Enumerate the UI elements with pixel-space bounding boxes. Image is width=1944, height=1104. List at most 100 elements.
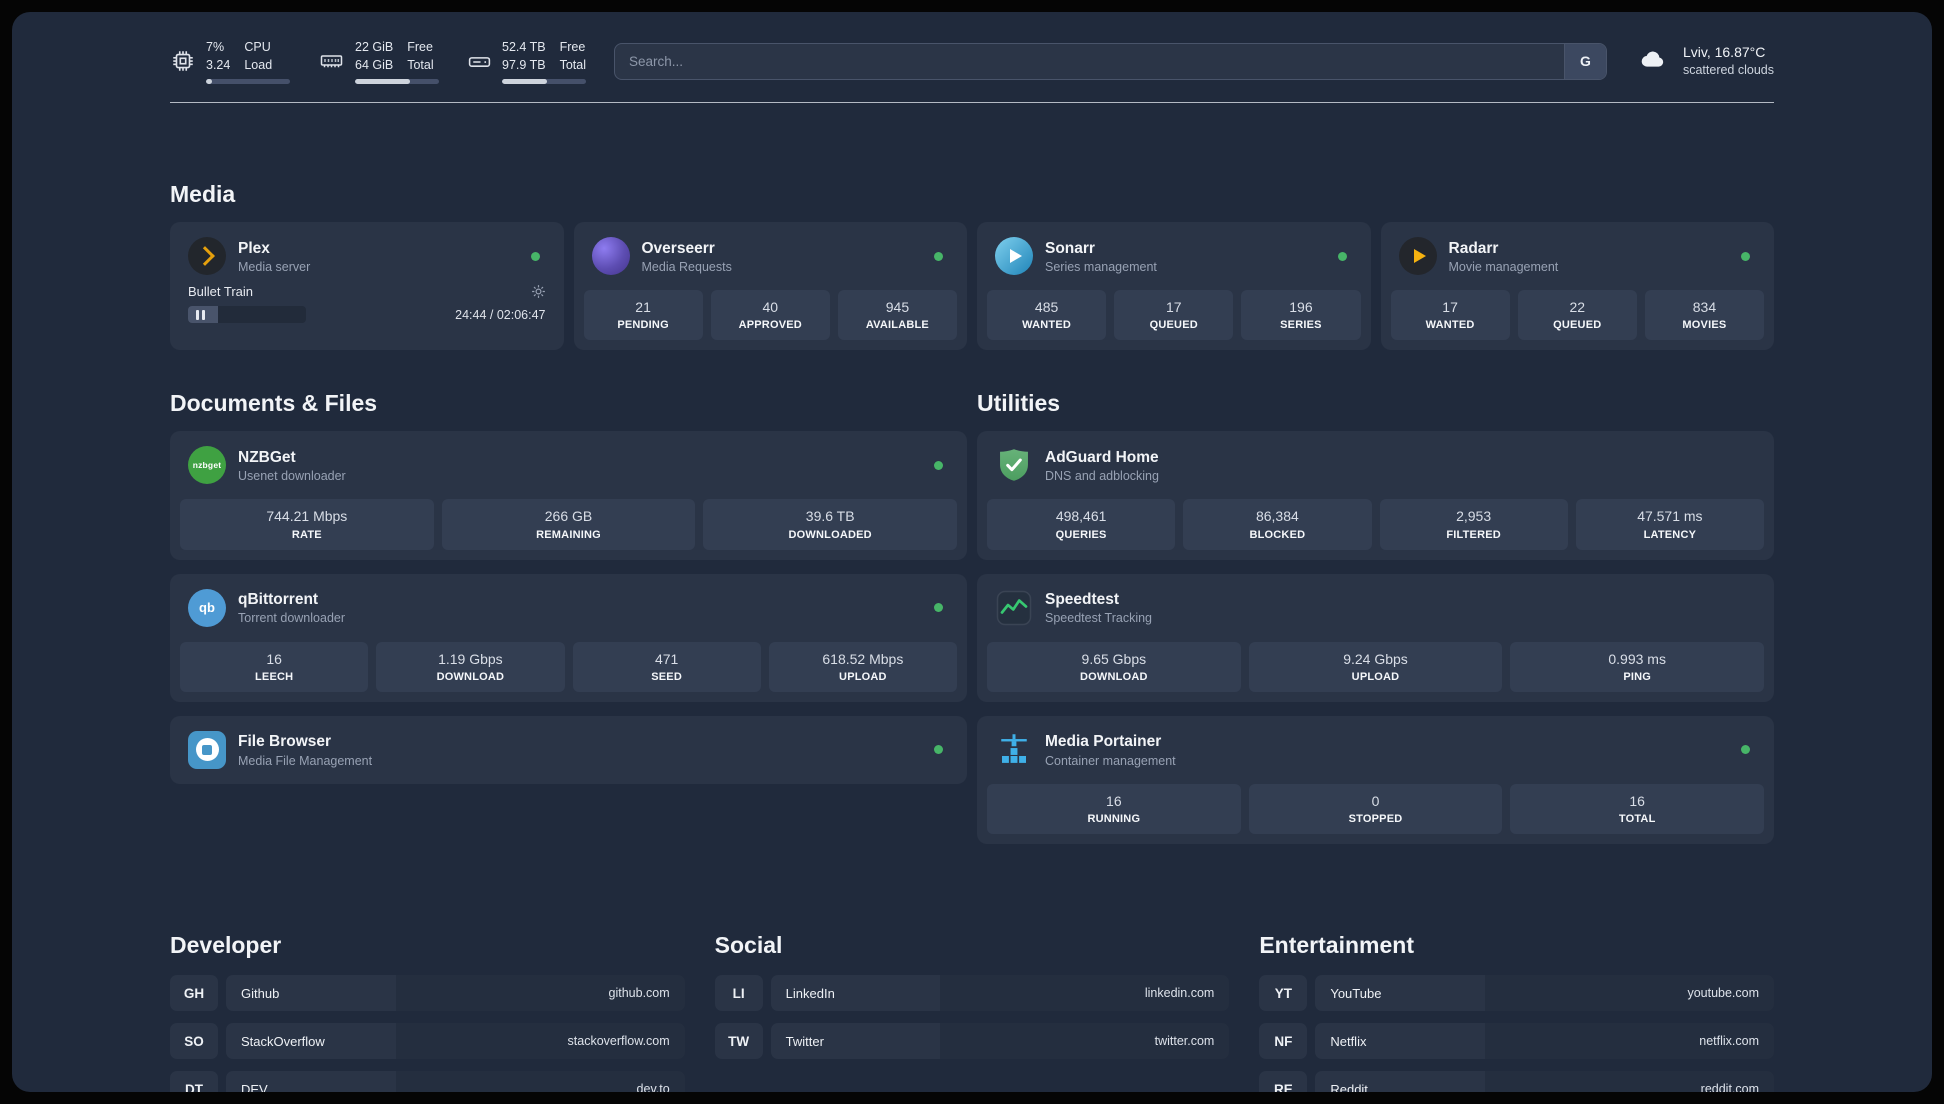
- cpu-usage-bar: [206, 79, 290, 85]
- stat-value: 47.571 ms: [1637, 508, 1703, 525]
- cpu-monitor: 7% 3.24 CPU Load: [170, 38, 290, 85]
- cpu-icon: [170, 48, 196, 74]
- stat-tile: 744.21 Mbps RATE: [180, 499, 434, 550]
- bookmark-link-youtube[interactable]: YouTube youtube.com: [1315, 975, 1775, 1011]
- stat-value: 485: [1034, 299, 1059, 316]
- stat-value: 945: [885, 299, 910, 316]
- radarr-app-link[interactable]: Radarr Movie management: [1391, 232, 1765, 280]
- filebrowser-app-link[interactable]: File Browser Media File Management: [180, 726, 957, 774]
- topbar-divider: [170, 102, 1774, 104]
- bookmark-row: TW Twitter twitter.com: [714, 1023, 1230, 1059]
- disk-free-value: 52.4 TB: [502, 40, 546, 54]
- stat-label: TOTAL: [1618, 813, 1656, 825]
- now-playing-title: Bullet Train: [188, 284, 254, 300]
- plex-app-link[interactable]: Plex Media server: [180, 232, 554, 280]
- stat-label: SEED: [651, 670, 682, 683]
- stat-value: 86,384: [1255, 508, 1299, 525]
- stat-label: PING: [1623, 670, 1652, 683]
- bookmark-abbr[interactable]: NF: [1259, 1023, 1308, 1059]
- filebrowser-card: File Browser Media File Management: [170, 715, 967, 784]
- stat-label: STOPPED: [1348, 813, 1403, 825]
- stat-label: DOWNLOAD: [436, 670, 505, 683]
- bookmark-url: reddit.com: [1485, 1071, 1775, 1092]
- stat-tile: 39.6 TB DOWNLOADED: [703, 499, 958, 550]
- gear-icon[interactable]: [531, 284, 546, 299]
- bookmark-name: DEV: [226, 1071, 396, 1092]
- stat-value: 16: [1629, 792, 1645, 809]
- card-subtitle: Torrent downloader: [238, 611, 346, 626]
- nzbget-card: nzbget NZBGet Usenet downloader 744.21 M…: [170, 431, 967, 560]
- documents-section: Documents & Files nzbget NZBGet Usenet d…: [170, 390, 967, 844]
- disk-total-label: Total: [559, 58, 586, 73]
- bookmark-abbr[interactable]: GH: [170, 975, 218, 1011]
- nzbget-icon: nzbget: [188, 446, 226, 485]
- bookmark-url: github.com: [395, 975, 685, 1011]
- sonarr-icon: [995, 237, 1033, 276]
- bookmark-link-twitter[interactable]: Twitter twitter.com: [770, 1023, 1230, 1059]
- bookmark-link-github[interactable]: Github github.com: [226, 975, 685, 1011]
- filebrowser-icon: [188, 730, 226, 769]
- bookmark-link-linkedin[interactable]: LinkedIn linkedin.com: [770, 975, 1230, 1011]
- stat-tile: 834 MOVIES: [1644, 290, 1765, 341]
- utilities-section-title: Utilities: [977, 390, 1061, 417]
- stat-tile: 2,953 FILTERED: [1379, 499, 1568, 550]
- stat-value: 196: [1289, 299, 1313, 316]
- utilities-section: Utilities: [977, 390, 1774, 844]
- bookmark-abbr[interactable]: SO: [170, 1023, 218, 1059]
- card-subtitle: Speedtest Tracking: [1045, 611, 1153, 626]
- stat-value: 834: [1692, 299, 1717, 316]
- stat-tile: 1.19 Gbps DOWNLOAD: [376, 641, 565, 692]
- qbittorrent-icon: qb: [188, 588, 226, 627]
- bookmark-url: dev.to: [395, 1071, 685, 1092]
- bookmark-link-reddit[interactable]: Reddit reddit.com: [1315, 1071, 1775, 1092]
- stat-value: 16: [1106, 792, 1122, 809]
- nzbget-app-link[interactable]: nzbget NZBGet Usenet downloader: [180, 441, 957, 489]
- bookmark-abbr[interactable]: LI: [714, 975, 763, 1011]
- cpu-load-value: 3.24: [206, 58, 231, 73]
- bookmark-url: stackoverflow.com: [395, 1023, 685, 1059]
- card-title: Sonarr: [1045, 239, 1095, 257]
- card-subtitle: DNS and adblocking: [1045, 469, 1159, 484]
- stat-value: 9.65 Gbps: [1081, 650, 1147, 667]
- card-subtitle: Media File Management: [238, 753, 373, 768]
- ram-free-label: Free: [407, 40, 433, 54]
- stat-label: SERIES: [1280, 319, 1322, 332]
- pause-button[interactable]: [196, 309, 205, 320]
- playback-progress-bar: [188, 306, 306, 324]
- stat-value: 17: [1165, 299, 1182, 316]
- stat-label: MOVIES: [1682, 319, 1727, 332]
- adguard-app-link[interactable]: AdGuard Home DNS and adblocking: [987, 441, 1764, 489]
- card-title: Radarr: [1448, 239, 1499, 257]
- portainer-app-link[interactable]: Media Portainer Container management: [987, 726, 1764, 774]
- stat-value: 0: [1371, 792, 1380, 809]
- bookmark-abbr[interactable]: RE: [1259, 1071, 1308, 1092]
- ram-monitor: 22 GiB 64 GiB Free Total: [318, 38, 439, 85]
- entertainment-bookmarks: Entertainment YT YouTube youtube.com NF …: [1259, 932, 1775, 1092]
- stat-label: BLOCKED: [1249, 528, 1306, 541]
- qbittorrent-app-link[interactable]: qb qBittorrent Torrent downloader: [180, 584, 957, 632]
- bookmark-abbr[interactable]: YT: [1259, 975, 1308, 1011]
- bookmark-name: Github: [226, 975, 396, 1011]
- speedtest-graph-icon: [995, 589, 1033, 627]
- bookmark-link-netflix[interactable]: Netflix netflix.com: [1315, 1023, 1775, 1059]
- sonarr-app-link[interactable]: Sonarr Series management: [987, 232, 1361, 280]
- bookmark-name: LinkedIn: [770, 975, 941, 1011]
- bookmark-url: twitter.com: [940, 1023, 1230, 1059]
- overseerr-app-link[interactable]: Overseerr Media Requests: [584, 232, 958, 280]
- cpu-label: CPU: [244, 40, 271, 54]
- search-engine-button[interactable]: G: [1563, 43, 1606, 79]
- bookmark-abbr[interactable]: TW: [714, 1023, 763, 1059]
- bookmark-link-dev[interactable]: DEV dev.to: [226, 1071, 685, 1092]
- stat-tile: 17 WANTED: [1390, 290, 1510, 341]
- bookmark-link-stackoverflow[interactable]: StackOverflow stackoverflow.com: [226, 1023, 685, 1059]
- speedtest-card: Speedtest Speedtest Tracking 9.65 Gbps D…: [977, 573, 1774, 702]
- ram-usage-bar: [355, 79, 439, 85]
- bookmark-abbr[interactable]: DT: [170, 1071, 218, 1092]
- speedtest-app-link[interactable]: Speedtest Speedtest Tracking: [987, 584, 1764, 632]
- status-dot: [1741, 251, 1750, 261]
- adguard-shield-icon: [995, 446, 1033, 484]
- status-dot: [934, 745, 943, 755]
- search-input[interactable]: [614, 42, 1607, 80]
- stat-value: 2,953: [1456, 508, 1492, 525]
- bookmark-row: NF Netflix netflix.com: [1259, 1023, 1775, 1059]
